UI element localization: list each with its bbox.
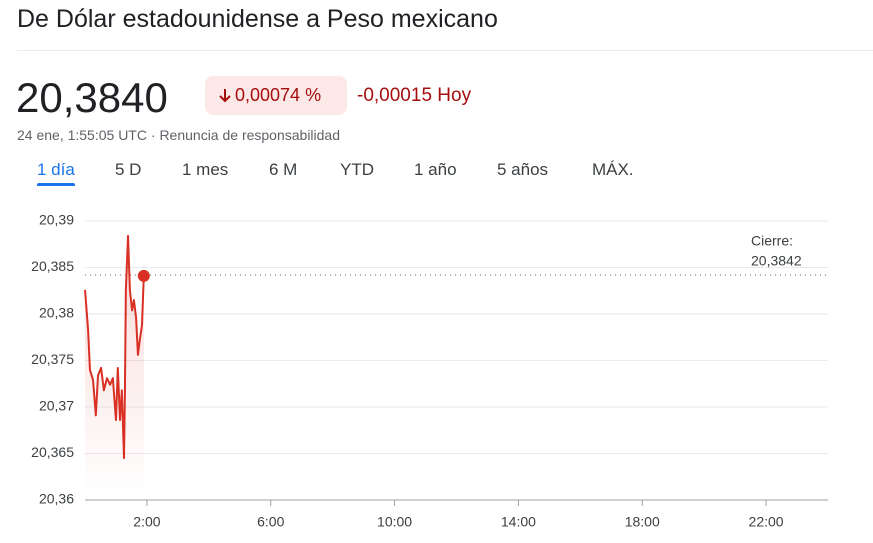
y-tick-label: 20,39 — [39, 212, 74, 228]
change-absolute: -0,00015 Hoy — [357, 85, 471, 107]
timestamp: 24 ene, 1:55:05 UTC — [17, 127, 147, 143]
x-tick-label: 14:00 — [501, 514, 536, 530]
reference-value: 20,3842 — [751, 253, 802, 269]
reference-name: Cierre: — [751, 233, 793, 249]
tab[interactable]: 5 años — [497, 160, 549, 179]
x-tick-label: 22:00 — [749, 514, 784, 530]
change-percent: 0,00074 % — [235, 85, 322, 105]
y-tick-label: 20,365 — [31, 444, 74, 460]
title: De Dólar estadounidense a Peso mexicano — [17, 5, 498, 33]
y-tick-label: 20,385 — [31, 258, 74, 274]
line — [84, 234, 145, 460]
area — [85, 235, 144, 500]
price: 20,3840 — [16, 74, 168, 121]
y-tick-label: 20,36 — [39, 491, 74, 507]
x-tick-label: 18:00 — [625, 514, 660, 530]
tab[interactable]: 1 mes — [182, 160, 229, 179]
change-badge: 0,00074 % — [205, 76, 347, 115]
tab[interactable]: 6 M — [269, 160, 298, 179]
y-tick-label: 20,375 — [31, 351, 74, 367]
period: Hoy — [437, 85, 472, 106]
y-tick-label: 20,38 — [39, 305, 74, 321]
divider — [17, 50, 873, 51]
y-tick-label: 20,37 — [39, 398, 74, 414]
change-value: -0,00015 — [357, 85, 433, 106]
tab[interactable]: YTD — [340, 160, 374, 179]
down-arrow — [219, 89, 231, 103]
tab[interactable]: MÁX. — [592, 160, 634, 179]
tab[interactable]: 1 año — [414, 160, 457, 179]
timestamp-row: 24 ene, 1:55:05 UTC · Renuncia de respon… — [17, 127, 341, 143]
tab[interactable]: 1 día — [37, 160, 75, 179]
x-tick-label: 2:00 — [133, 514, 160, 530]
tab-underline — [37, 183, 75, 186]
x-tick-label: 6:00 — [257, 514, 284, 530]
tab[interactable]: 5 D — [115, 160, 142, 179]
disclaimer[interactable]: Renuncia de responsabilidad — [159, 127, 341, 143]
x-tick-label: 10:00 — [377, 514, 412, 530]
last-point — [137, 269, 150, 282]
